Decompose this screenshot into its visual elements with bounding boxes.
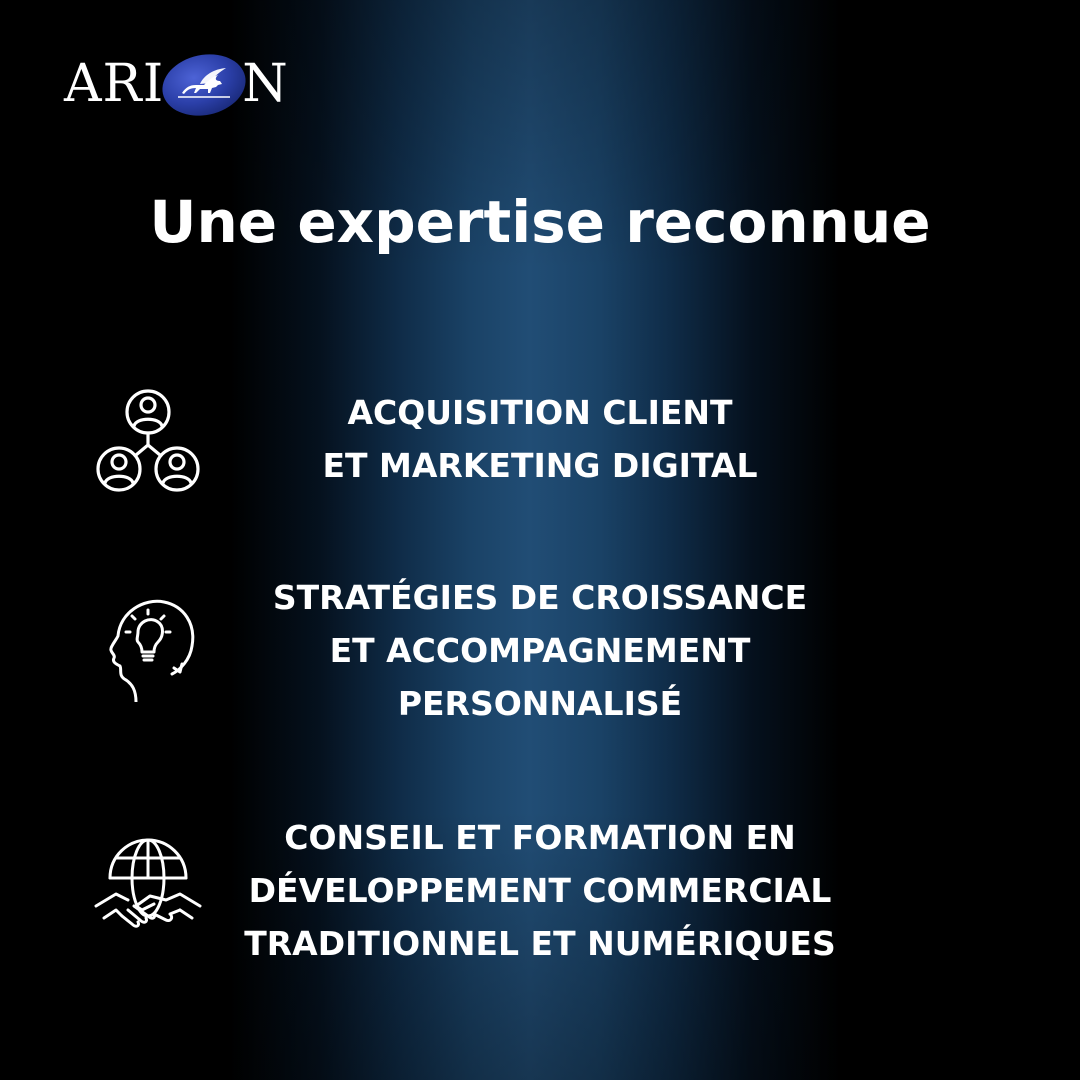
- expertise-line: ET MARKETING DIGITAL: [322, 446, 758, 485]
- expertise-text-strategies: STRATÉGIES DE CROISSANCE ET ACCOMPAGNEME…: [240, 571, 840, 730]
- logo-text-left: ARI: [64, 54, 165, 114]
- head-lightbulb-icon: [92, 590, 204, 702]
- expertise-text-conseil: CONSEIL ET FORMATION EN DÉVELOPPEMENT CO…: [240, 811, 840, 970]
- logo-text-right: N: [242, 54, 289, 114]
- client-network-icon: [92, 385, 204, 497]
- expertise-line: PERSONNALISÉ: [397, 684, 683, 723]
- expertise-line: CONSEIL ET FORMATION EN: [284, 818, 796, 857]
- expertise-line: DÉVELOPPEMENT COMMERCIAL: [248, 871, 832, 910]
- expertise-line: STRATÉGIES DE CROISSANCE: [272, 578, 808, 617]
- expertise-line: ACQUISITION CLIENT: [347, 393, 733, 432]
- expertise-line: TRADITIONNEL ET NUMÉRIQUES: [244, 924, 836, 963]
- pegasus-emblem-icon: [160, 51, 248, 117]
- globe-handshake-icon: [92, 830, 204, 942]
- page-title: Une expertise reconnue: [149, 188, 931, 256]
- arion-logo: ARI N: [64, 50, 289, 118]
- expertise-text-acquisition: ACQUISITION CLIENT ET MARKETING DIGITAL: [240, 386, 840, 492]
- expertise-line: ET ACCOMPAGNEMENT: [329, 631, 751, 670]
